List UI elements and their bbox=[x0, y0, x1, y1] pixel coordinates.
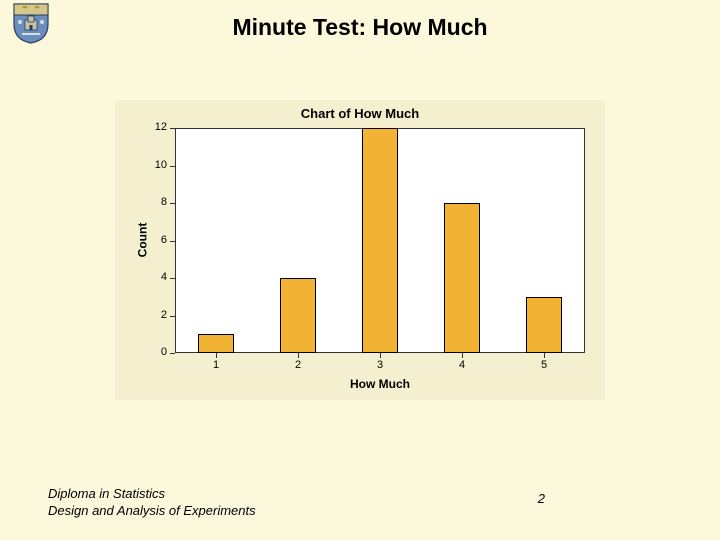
chart-panel: Chart of How Much Count How Much 0246810… bbox=[115, 100, 605, 400]
x-tick-mark bbox=[298, 353, 299, 358]
y-tick-mark bbox=[170, 128, 175, 129]
y-tick-mark bbox=[170, 166, 175, 167]
x-tick-label: 2 bbox=[283, 359, 313, 371]
x-tick-label: 4 bbox=[447, 359, 477, 371]
slide-title: Minute Test: How Much bbox=[0, 14, 720, 41]
y-tick-label: 2 bbox=[145, 309, 167, 321]
x-tick-label: 5 bbox=[529, 359, 559, 371]
x-tick-mark bbox=[380, 353, 381, 358]
x-tick-mark bbox=[544, 353, 545, 358]
footer-text: Diploma in Statistics Design and Analysi… bbox=[48, 486, 256, 520]
y-tick-label: 4 bbox=[145, 271, 167, 283]
bar bbox=[280, 278, 317, 353]
x-tick-label: 3 bbox=[365, 359, 395, 371]
footer-line-1: Diploma in Statistics bbox=[48, 486, 165, 501]
y-tick-label: 0 bbox=[145, 346, 167, 358]
bar bbox=[444, 203, 481, 353]
y-tick-label: 10 bbox=[145, 159, 167, 171]
y-tick-label: 12 bbox=[145, 121, 167, 133]
bar bbox=[362, 128, 399, 353]
y-tick-label: 6 bbox=[145, 234, 167, 246]
chart-title: Chart of How Much bbox=[115, 106, 605, 121]
footer-line-2: Design and Analysis of Experiments bbox=[48, 503, 256, 518]
y-tick-mark bbox=[170, 203, 175, 204]
x-axis-label: How Much bbox=[175, 377, 585, 391]
y-tick-mark bbox=[170, 278, 175, 279]
bar bbox=[198, 334, 235, 353]
bar bbox=[526, 297, 563, 353]
x-tick-mark bbox=[462, 353, 463, 358]
x-tick-label: 1 bbox=[201, 359, 231, 371]
y-tick-mark bbox=[170, 241, 175, 242]
y-tick-mark bbox=[170, 353, 175, 354]
page-number: 2 bbox=[538, 491, 545, 506]
y-tick-mark bbox=[170, 316, 175, 317]
x-tick-mark bbox=[216, 353, 217, 358]
y-tick-label: 8 bbox=[145, 196, 167, 208]
